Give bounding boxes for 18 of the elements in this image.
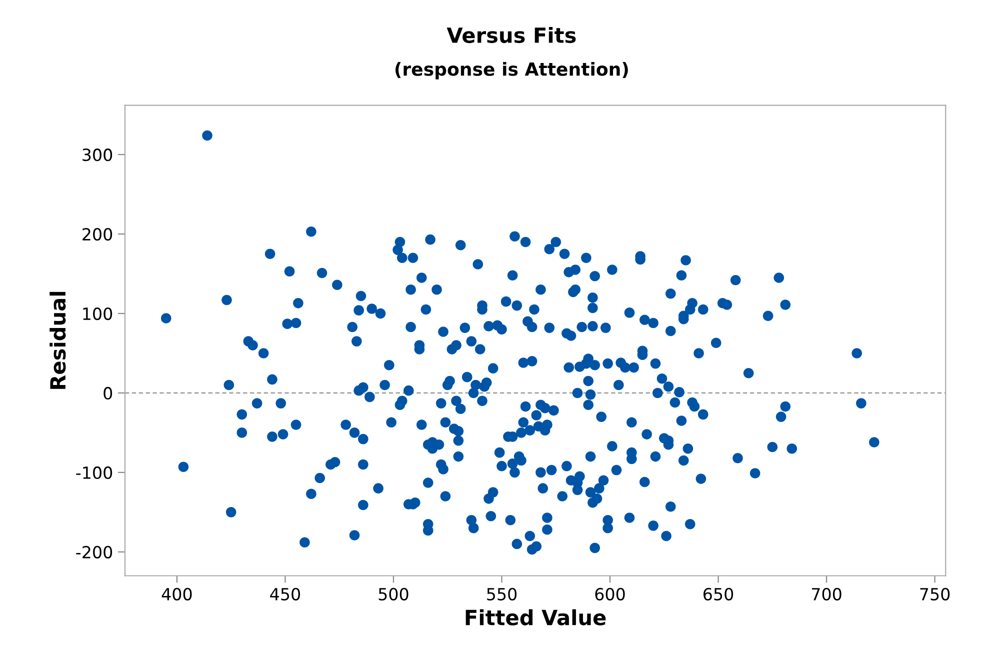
y-axis-title: Residual bbox=[50, 292, 66, 389]
x-tick-label: 450 bbox=[270, 588, 300, 600]
x-tick-label: 550 bbox=[487, 588, 517, 600]
y-tick-label: -200 bbox=[76, 546, 112, 558]
y-tick-label: 200 bbox=[82, 228, 112, 241]
y-tick-label: 100 bbox=[83, 307, 112, 320]
x-axis-title: Fitted Value bbox=[466, 609, 606, 626]
chart-title: Versus Fits bbox=[446, 26, 576, 44]
y-tick-label: 300 bbox=[82, 148, 112, 162]
y-tick-label: -100 bbox=[76, 466, 112, 480]
x-tick-label: 400 bbox=[162, 588, 192, 600]
x-tick-label: 750 bbox=[920, 588, 950, 600]
x-tick-label: 700 bbox=[812, 588, 842, 600]
x-tick-label: 500 bbox=[378, 588, 408, 600]
y-tick-label: 0 bbox=[104, 386, 112, 400]
x-tick-label: 650 bbox=[704, 588, 734, 600]
chart-subtitle: (response is Attention) bbox=[395, 62, 628, 80]
x-tick-label: 600 bbox=[595, 588, 625, 600]
